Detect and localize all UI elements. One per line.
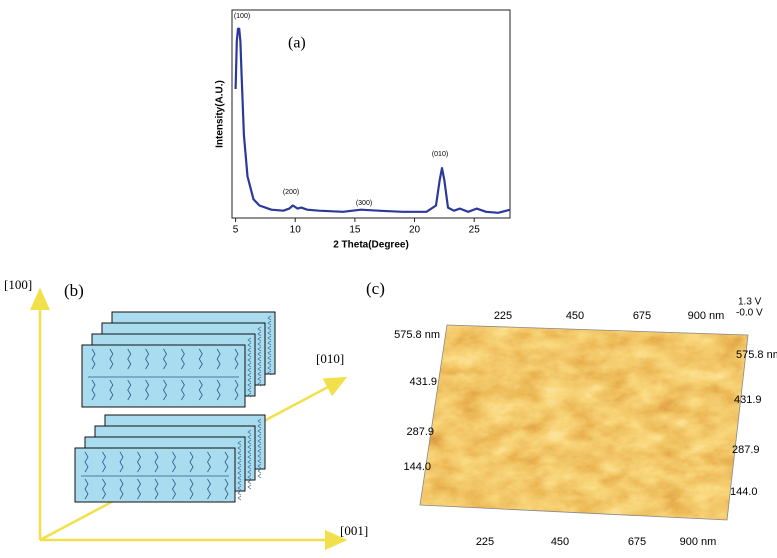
right-tick-label: 144.0 [730,486,758,498]
axis-label: [001] [340,523,368,538]
sheet-chains [88,348,239,401]
sheet-edge [247,429,252,490]
panel-b: [100] [010] [001] (b) [4,277,368,550]
top-tick-label: 675 [633,310,651,322]
left-tick-label: 287.9 [406,426,434,438]
left-tick-label: 431.9 [409,376,437,388]
x-tick-label: 25 [469,225,481,236]
afm-frame [419,324,749,521]
right-tick-label: 575.8 nm [736,349,777,361]
panel-label: (a) [288,35,306,52]
bottom-tick-label: 675 [628,536,646,548]
top-tick-label: 450 [566,310,584,322]
top-tick-label: 900 nm [688,310,725,322]
scale-label: -0.0 V [736,308,763,319]
sheet [81,344,246,408]
sheet-chains [81,451,229,500]
sheet-stacks [74,311,276,503]
data-line [234,27,511,214]
scale-label: 1.3 V [738,297,762,308]
panel-label: (c) [366,279,385,298]
axis-label: [100] [4,277,32,292]
sheet-edge [237,440,242,501]
x-tick-label: 5 [233,225,239,236]
afm-image [420,325,748,520]
sheet-edge [247,337,252,398]
left-tick-label: 144.0 [403,461,431,473]
peak-label: (100) [234,13,250,20]
peak-label: (300) [356,200,372,207]
panel-label: (b) [64,281,84,300]
x-tick-label: 15 [349,225,361,236]
sheet-edge [257,418,262,479]
right-tick-label: 287.9 [732,444,760,456]
bottom-tick-label: 900 nm [680,536,717,548]
sheet-edge [257,326,262,387]
peak-label: (200) [283,189,299,196]
bottom-tick-label: 450 [551,536,569,548]
x-axis-label: 2 Theta(Degree) [333,240,409,251]
y-axis-label: Intensity(A.U.) [215,80,226,148]
axis-label: [010] [316,351,344,366]
plot-frame [231,9,511,219]
x-tick-label: 20 [409,225,421,236]
right-tick-label: 431.9 [734,394,762,406]
left-tick-label: 575.8 nm [394,329,440,341]
panel-c: (c) 1.3 V -0.0 V [366,279,763,521]
x-tick-label: 10 [290,225,302,236]
peak-label: (010) [432,151,448,158]
sheet-edge [267,315,272,376]
sheet [74,447,236,503]
top-tick-label: 225 [494,310,512,322]
bottom-tick-label: 225 [476,536,494,548]
